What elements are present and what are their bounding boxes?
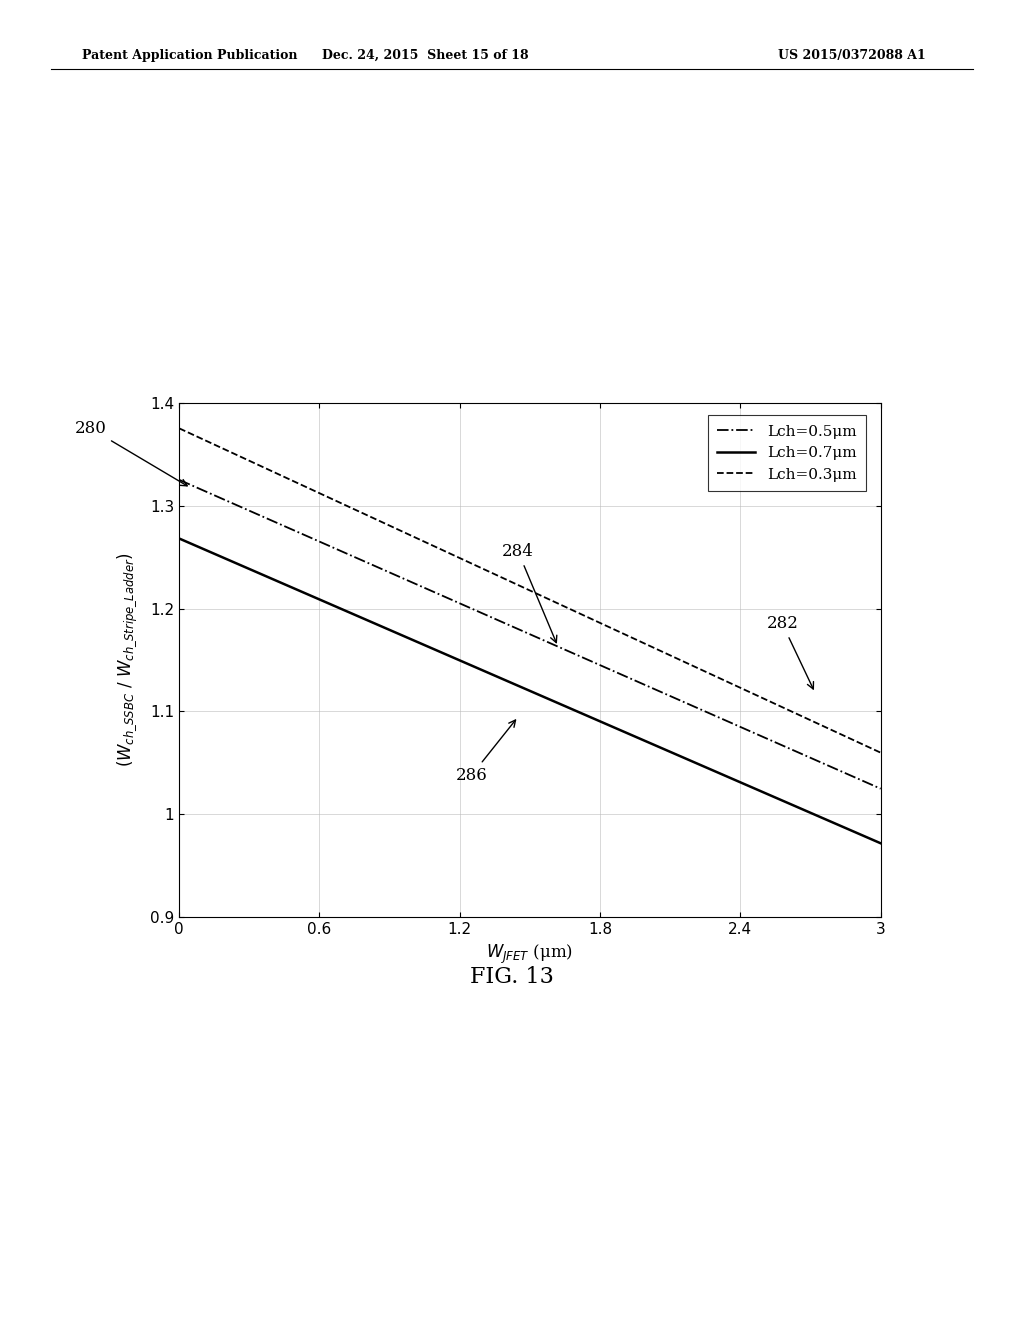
Line: Lch=0.5μm: Lch=0.5μm xyxy=(179,479,881,789)
Lch=0.5μm xyxy=(679,694,691,710)
Lch=0.7μm xyxy=(683,752,695,768)
Legend: Lch=0.5μm, Lch=0.7μm, Lch=0.3μm: Lch=0.5μm, Lch=0.7μm, Lch=0.3μm xyxy=(708,416,866,491)
Lch=0.5μm xyxy=(614,667,627,682)
Lch=0.5μm xyxy=(683,697,695,713)
Text: 286: 286 xyxy=(456,719,515,784)
Line: Lch=0.3μm: Lch=0.3μm xyxy=(179,428,881,752)
Lch=0.5μm xyxy=(874,781,887,797)
Lch=0.7μm xyxy=(874,836,887,851)
Text: 284: 284 xyxy=(503,544,557,643)
X-axis label: $W_{JFET}$ (μm): $W_{JFET}$ (μm) xyxy=(486,942,573,966)
Text: Dec. 24, 2015  Sheet 15 of 18: Dec. 24, 2015 Sheet 15 of 18 xyxy=(322,49,528,62)
Lch=0.3μm xyxy=(614,624,627,640)
Lch=0.7μm xyxy=(451,651,463,667)
Lch=0.7μm xyxy=(257,568,269,583)
Lch=0.3μm xyxy=(401,527,414,543)
Lch=0.5μm xyxy=(257,510,269,525)
Lch=0.5μm xyxy=(451,594,463,610)
Lch=0.3μm xyxy=(173,420,185,436)
Lch=0.7μm xyxy=(679,751,691,767)
Lch=0.7μm xyxy=(173,531,185,546)
Text: FIG. 13: FIG. 13 xyxy=(470,966,554,989)
Lch=0.5μm xyxy=(401,573,414,589)
Text: US 2015/0372088 A1: US 2015/0372088 A1 xyxy=(778,49,926,62)
Lch=0.7μm xyxy=(614,722,627,738)
Line: Lch=0.7μm: Lch=0.7μm xyxy=(179,539,881,843)
Lch=0.7μm xyxy=(401,630,414,645)
Lch=0.3μm xyxy=(451,549,463,565)
Text: 282: 282 xyxy=(767,615,813,689)
Lch=0.3μm xyxy=(683,656,695,672)
Lch=0.3μm xyxy=(874,744,887,760)
Y-axis label: $(W_{ch\_SSBC}\ /\ W_{ch\_Stripe\_Ladder})$: $(W_{ch\_SSBC}\ /\ W_{ch\_Stripe\_Ladder… xyxy=(116,553,139,767)
Text: Patent Application Publication: Patent Application Publication xyxy=(82,49,297,62)
Text: 280: 280 xyxy=(75,420,187,486)
Lch=0.3μm xyxy=(679,655,691,671)
Lch=0.5μm xyxy=(173,471,185,487)
Lch=0.3μm xyxy=(257,459,269,475)
